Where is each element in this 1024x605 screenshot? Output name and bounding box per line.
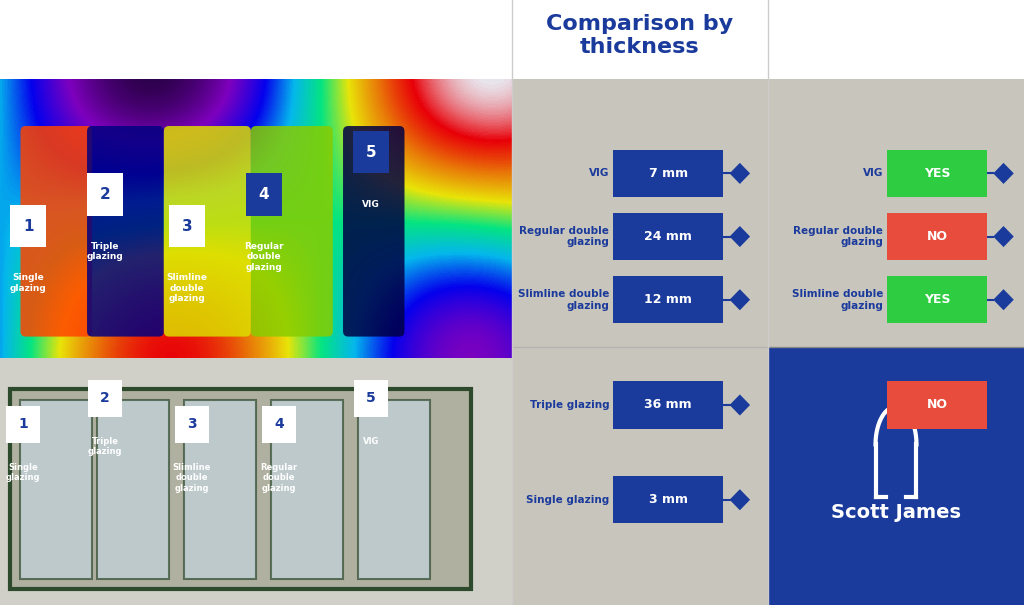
FancyBboxPatch shape [175, 406, 209, 443]
Text: Regular double
glazing: Regular double glazing [519, 226, 609, 247]
Text: 3 mm: 3 mm [648, 493, 688, 506]
FancyBboxPatch shape [768, 347, 1024, 605]
FancyBboxPatch shape [87, 174, 123, 215]
Text: Comparison by heat retention: Comparison by heat retention [44, 27, 468, 51]
FancyBboxPatch shape [768, 79, 1024, 347]
Polygon shape [993, 163, 1014, 184]
FancyBboxPatch shape [354, 380, 388, 417]
FancyBboxPatch shape [512, 79, 768, 605]
Text: Regular double
glazing: Regular double glazing [794, 226, 883, 247]
Text: Single
glazing: Single glazing [6, 463, 40, 482]
Text: Single glazing: Single glazing [526, 495, 609, 505]
FancyBboxPatch shape [613, 149, 723, 197]
FancyBboxPatch shape [271, 400, 343, 578]
FancyBboxPatch shape [88, 380, 122, 417]
Polygon shape [729, 289, 750, 310]
FancyBboxPatch shape [262, 406, 296, 443]
Polygon shape [993, 394, 1014, 416]
Text: VIG: VIG [863, 168, 883, 178]
FancyBboxPatch shape [184, 400, 256, 578]
Text: NO: NO [927, 399, 947, 411]
Text: Suitable for
retrofitting: Suitable for retrofitting [822, 14, 970, 57]
Text: 36 mm: 36 mm [644, 399, 692, 411]
FancyBboxPatch shape [97, 400, 169, 578]
Text: VIG: VIG [364, 437, 379, 445]
Text: Slimline
double
glazing: Slimline double glazing [173, 463, 211, 492]
Text: VIG: VIG [362, 200, 380, 209]
Text: 1: 1 [23, 218, 34, 234]
Text: 4: 4 [258, 187, 269, 202]
FancyBboxPatch shape [887, 213, 987, 260]
Text: YES: YES [924, 293, 950, 306]
Text: 7 mm: 7 mm [648, 167, 688, 180]
FancyBboxPatch shape [246, 174, 282, 215]
Text: 2: 2 [99, 187, 111, 202]
FancyBboxPatch shape [613, 381, 723, 429]
Text: 3: 3 [187, 417, 197, 431]
FancyBboxPatch shape [887, 381, 987, 429]
FancyBboxPatch shape [887, 149, 987, 197]
Text: Triple glazing: Triple glazing [804, 400, 883, 410]
FancyBboxPatch shape [10, 389, 471, 589]
Text: Triple
glazing: Triple glazing [87, 242, 123, 261]
Text: 4: 4 [274, 417, 284, 431]
Text: VIG: VIG [589, 168, 609, 178]
Text: Regular
double
glazing: Regular double glazing [260, 463, 298, 492]
FancyBboxPatch shape [6, 406, 40, 443]
Text: 5: 5 [367, 391, 376, 405]
Polygon shape [729, 163, 750, 184]
Text: 1: 1 [18, 417, 28, 431]
Text: 5: 5 [366, 145, 377, 160]
Text: Single
glazing: Single glazing [10, 273, 46, 293]
Text: Scott James: Scott James [831, 503, 961, 522]
FancyBboxPatch shape [251, 126, 333, 336]
Text: Triple glazing: Triple glazing [529, 400, 609, 410]
FancyBboxPatch shape [20, 400, 92, 578]
Text: Triple
glazing: Triple glazing [88, 437, 122, 456]
FancyBboxPatch shape [353, 131, 389, 174]
Text: 12 mm: 12 mm [644, 293, 692, 306]
FancyBboxPatch shape [10, 205, 46, 247]
FancyBboxPatch shape [169, 205, 205, 247]
FancyBboxPatch shape [358, 400, 430, 578]
Text: Slimline double
glazing: Slimline double glazing [518, 289, 609, 310]
Text: Regular
double
glazing: Regular double glazing [244, 242, 284, 272]
FancyBboxPatch shape [613, 213, 723, 260]
Polygon shape [993, 289, 1014, 310]
Text: YES: YES [924, 167, 950, 180]
FancyBboxPatch shape [613, 276, 723, 324]
Polygon shape [729, 394, 750, 416]
FancyBboxPatch shape [343, 126, 404, 336]
Polygon shape [729, 226, 750, 247]
Text: 3: 3 [181, 218, 193, 234]
Polygon shape [729, 489, 750, 510]
FancyBboxPatch shape [0, 79, 512, 358]
Text: Slimline
double
glazing: Slimline double glazing [166, 273, 208, 303]
Text: Slimline double
glazing: Slimline double glazing [792, 289, 883, 310]
FancyBboxPatch shape [164, 126, 251, 336]
FancyBboxPatch shape [613, 476, 723, 523]
Text: NO: NO [927, 230, 947, 243]
Polygon shape [993, 226, 1014, 247]
FancyBboxPatch shape [87, 126, 164, 336]
FancyBboxPatch shape [887, 276, 987, 324]
Text: Comparison by
thickness: Comparison by thickness [547, 14, 733, 57]
FancyBboxPatch shape [20, 126, 92, 336]
Text: 2: 2 [100, 391, 110, 405]
Text: 24 mm: 24 mm [644, 230, 692, 243]
FancyBboxPatch shape [0, 358, 512, 605]
